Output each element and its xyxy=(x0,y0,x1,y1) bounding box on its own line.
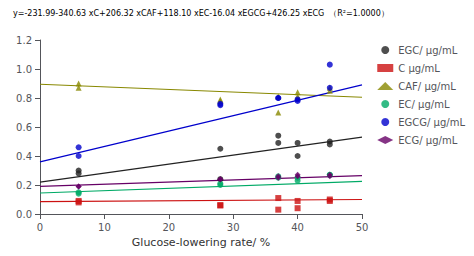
svg-text:50: 50 xyxy=(356,222,369,233)
svg-text:Glucose-lowering rate/ %: Glucose-lowering rate/ % xyxy=(132,236,270,249)
svg-text:C μg/mL: C μg/mL xyxy=(398,63,440,74)
svg-text:1.2: 1.2 xyxy=(16,35,32,46)
svg-text:40: 40 xyxy=(291,222,304,233)
svg-text:0.4: 0.4 xyxy=(16,151,32,162)
svg-text:0.2: 0.2 xyxy=(16,180,32,191)
svg-text:y=-231.99-340.63 xC+206.32 xCA: y=-231.99-340.63 xC+206.32 xCAF+118.10 x… xyxy=(13,9,389,18)
svg-text:1.0: 1.0 xyxy=(16,64,32,75)
svg-text:0.0: 0.0 xyxy=(16,209,32,220)
svg-text:0: 0 xyxy=(37,222,43,233)
svg-text:EGCG/ μg/mL: EGCG/ μg/mL xyxy=(398,117,465,128)
svg-text:0.8: 0.8 xyxy=(16,93,32,104)
svg-text:ECG/ μg/mL: ECG/ μg/mL xyxy=(398,135,457,146)
svg-text:10: 10 xyxy=(98,222,111,233)
svg-text:20: 20 xyxy=(162,222,175,233)
svg-text:0.6: 0.6 xyxy=(16,122,32,133)
svg-text:30: 30 xyxy=(227,222,240,233)
svg-text:EGC/ μg/mL: EGC/ μg/mL xyxy=(398,45,457,56)
svg-text:CAF/ μg/mL: CAF/ μg/mL xyxy=(398,81,456,92)
svg-text:EC/ μg/mL: EC/ μg/mL xyxy=(398,99,450,110)
